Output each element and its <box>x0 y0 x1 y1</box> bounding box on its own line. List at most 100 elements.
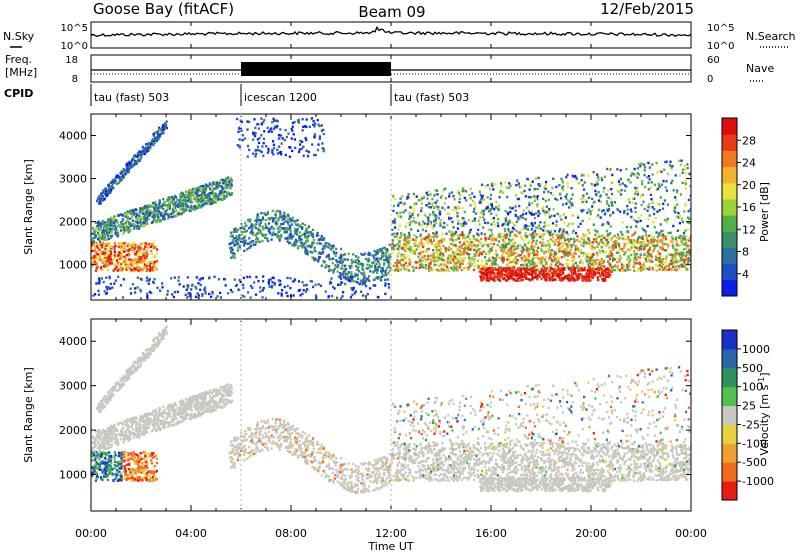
power-echo-cell <box>689 254 691 257</box>
power-echo-cell <box>453 261 456 264</box>
power-echo-cell <box>503 240 506 243</box>
power-echo-cell <box>434 189 437 192</box>
power-echo-cell <box>211 185 214 188</box>
power-echo-cell <box>685 258 689 261</box>
power-echo-cell <box>207 201 210 205</box>
power-echo-cell <box>285 135 288 139</box>
power-echo-cell <box>535 256 538 259</box>
power-echo-cell <box>493 237 496 241</box>
power-echo-cell <box>387 283 390 286</box>
power-echo-cell <box>652 244 655 247</box>
power-echo-cell <box>645 255 648 258</box>
power-echo-cell <box>119 213 122 216</box>
power-echo-cell <box>313 257 316 260</box>
power-echo-cell <box>673 264 676 267</box>
power-echo-cell <box>581 261 584 265</box>
power-echo-cell <box>527 254 531 258</box>
power-echo-cell <box>116 221 119 224</box>
power-echo-cell <box>620 188 623 192</box>
power-echo-cell <box>315 234 318 237</box>
power-echo-cell <box>660 260 663 263</box>
power-echo-cell <box>652 268 655 272</box>
power-echo-cell <box>523 259 526 262</box>
power-echo-cell <box>461 187 464 190</box>
power-echo-cell <box>503 248 506 252</box>
power-echo-cell <box>568 222 571 225</box>
power-echo-cell <box>567 253 571 256</box>
power-echo-cell <box>483 221 487 224</box>
power-echo-cell <box>674 196 677 199</box>
power-echo-cell <box>488 257 491 260</box>
power-echo-cell <box>281 289 284 292</box>
power-echo-cell <box>101 195 104 198</box>
power-echo-cell <box>468 245 471 248</box>
power-echo-cell <box>132 259 135 262</box>
power-echo-cell <box>524 234 527 237</box>
power-echo-cell <box>433 194 436 197</box>
power-echo-cell <box>517 197 520 201</box>
power-echo-cell <box>427 266 431 269</box>
power-echo-cell <box>636 269 639 272</box>
power-echo-cell <box>136 286 139 289</box>
power-echo-cell <box>133 213 136 216</box>
power-echo-cell <box>687 210 690 213</box>
power-echo-cell <box>421 259 424 262</box>
power-echo-cell <box>188 209 191 212</box>
power-echo-cell <box>427 218 430 222</box>
power-echo-cell <box>320 129 323 132</box>
power-echo-cell <box>526 265 529 268</box>
power-echo-cell <box>194 285 197 289</box>
power-echo-cell <box>417 213 420 216</box>
power-echo-cell <box>374 269 377 272</box>
power-echo-cell <box>146 216 149 220</box>
power-echo-cell <box>450 234 453 237</box>
power-echo-cell <box>162 198 165 201</box>
power-echo-cell <box>670 268 673 271</box>
power-echo-cell <box>425 238 428 241</box>
power-echo-cell <box>436 199 439 202</box>
power-echo-cell <box>444 263 447 267</box>
power-echo-cell <box>180 208 183 211</box>
power-echo-cell <box>271 281 274 284</box>
power-echo-cell <box>238 127 241 130</box>
power-echo-cell <box>367 260 370 263</box>
power-echo-cell <box>565 262 568 265</box>
power-echo-cell <box>572 243 575 246</box>
power-echo-cell <box>254 234 257 237</box>
power-echo-cell <box>256 216 259 219</box>
power-echo-cell <box>195 276 198 279</box>
power-echo-cell <box>116 251 119 255</box>
power-echo-cell <box>525 263 528 266</box>
power-echo-cell <box>681 181 684 185</box>
power-echo-cell <box>311 256 314 259</box>
power-echo-cell <box>346 258 349 261</box>
power-echo-cell <box>520 257 523 260</box>
power-echo-cell <box>658 252 661 255</box>
power-echo-cell <box>311 234 314 238</box>
power-echo-cell <box>257 141 261 145</box>
noise-left-tick-top: 10^5 <box>61 23 88 34</box>
power-echo-cell <box>398 240 401 243</box>
power-echo-cell <box>535 249 539 253</box>
power-echo-cell <box>159 220 162 223</box>
power-echo-cell <box>341 295 344 298</box>
power-echo-cell <box>392 209 395 213</box>
power-echo-cell <box>136 154 139 157</box>
power-echo-cell <box>102 243 105 246</box>
power-echo-cell <box>537 233 540 236</box>
power-echo-cell <box>322 149 325 153</box>
power-echo-cell <box>151 220 154 223</box>
power-echo-cell <box>571 193 574 196</box>
power-echo-cell <box>388 286 391 289</box>
power-echo-cell <box>327 265 331 268</box>
power-echo-cell <box>511 207 514 210</box>
power-echo-cell <box>630 241 633 244</box>
power-echo-cell <box>535 239 538 242</box>
power-echo-cell <box>307 150 310 154</box>
power-echo-cell <box>684 267 688 270</box>
power-echo-cell <box>633 262 636 265</box>
power-echo-cell <box>642 265 645 268</box>
power-echo-cell <box>543 213 546 216</box>
power-echo-cell <box>610 238 613 241</box>
power-echo-cell <box>352 253 355 256</box>
